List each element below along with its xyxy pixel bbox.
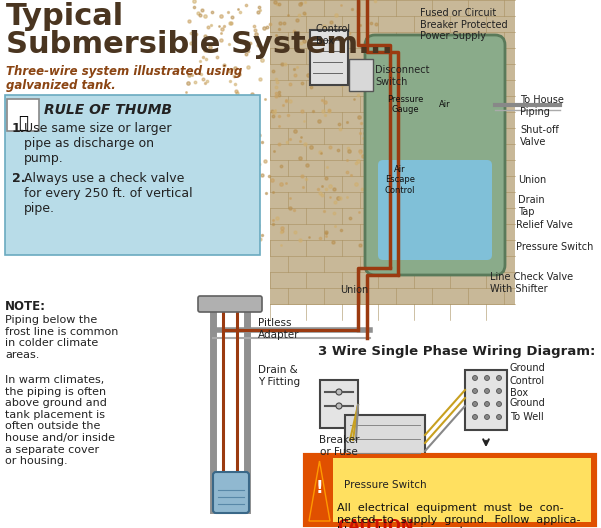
Text: RULE OF THUMB: RULE OF THUMB (44, 103, 172, 117)
Circle shape (496, 375, 501, 381)
Text: Union: Union (518, 175, 546, 185)
FancyBboxPatch shape (333, 458, 591, 522)
Circle shape (484, 375, 489, 381)
FancyBboxPatch shape (378, 160, 492, 260)
Text: All  electrical  equipment  must  be  con-
nected  to  supply  ground.  Follow  : All electrical equipment must be con- ne… (337, 503, 581, 528)
Text: 👍: 👍 (18, 114, 28, 132)
Text: Use same size or larger
pipe as discharge on
pump.: Use same size or larger pipe as discharg… (24, 122, 171, 165)
Text: Pressure Switch: Pressure Switch (516, 242, 593, 252)
Text: Pressure Switch: Pressure Switch (344, 480, 426, 490)
FancyBboxPatch shape (270, 0, 515, 305)
Text: 1.: 1. (12, 122, 25, 135)
Circle shape (336, 403, 342, 409)
Text: Air
Escape
Control: Air Escape Control (385, 165, 415, 195)
Text: Ground: Ground (510, 363, 546, 373)
FancyBboxPatch shape (345, 415, 425, 470)
Text: To House
Piping: To House Piping (520, 95, 564, 117)
Circle shape (496, 414, 501, 420)
Text: Air: Air (439, 100, 451, 109)
FancyBboxPatch shape (365, 35, 505, 275)
Text: Disconnect
Switch: Disconnect Switch (375, 65, 430, 87)
Text: 3 Wire Single Phase Wiring Diagram:: 3 Wire Single Phase Wiring Diagram: (318, 345, 596, 358)
Text: Drain
Tap: Drain Tap (518, 195, 545, 216)
Text: Three-wire system illustrated using: Three-wire system illustrated using (6, 65, 242, 78)
Circle shape (472, 414, 478, 420)
Text: Pitless
Adapter: Pitless Adapter (258, 318, 299, 340)
FancyBboxPatch shape (198, 296, 262, 312)
FancyBboxPatch shape (320, 380, 358, 428)
Text: 2.: 2. (12, 172, 25, 185)
Text: In warm climates,
the piping is often
above ground and
tank placement is
often o: In warm climates, the piping is often ab… (5, 375, 115, 466)
FancyBboxPatch shape (7, 99, 39, 131)
Circle shape (336, 389, 342, 395)
Circle shape (484, 389, 489, 393)
Text: To Well: To Well (510, 412, 544, 422)
Text: Union: Union (340, 285, 368, 295)
Text: Typical: Typical (6, 2, 124, 31)
FancyBboxPatch shape (349, 59, 373, 91)
Text: Control
Box: Control Box (316, 24, 351, 45)
Text: galvanized tank.: galvanized tank. (6, 79, 116, 92)
FancyBboxPatch shape (305, 455, 595, 525)
FancyBboxPatch shape (5, 95, 260, 255)
Circle shape (472, 389, 478, 393)
Circle shape (496, 401, 501, 407)
Text: Piping below the
frost line is common
in colder climate
areas.: Piping below the frost line is common in… (5, 315, 118, 360)
Text: Line Check Valve
With Shifter: Line Check Valve With Shifter (490, 272, 573, 294)
Text: Relief Valve: Relief Valve (516, 220, 573, 230)
Circle shape (496, 389, 501, 393)
Circle shape (484, 414, 489, 420)
Circle shape (484, 401, 489, 407)
Text: Control
Box: Control Box (510, 376, 545, 398)
Text: Pressure
Gauge: Pressure Gauge (387, 95, 423, 115)
Text: CAUTION: CAUTION (337, 519, 413, 528)
Text: !: ! (316, 479, 323, 497)
Text: Breaker
or Fuse: Breaker or Fuse (319, 435, 359, 457)
Text: Submersible System...: Submersible System... (6, 30, 393, 59)
Text: Drain &
Y Fitting: Drain & Y Fitting (258, 365, 300, 386)
Polygon shape (309, 461, 330, 521)
FancyBboxPatch shape (213, 472, 249, 513)
Text: Shut-off
Valve: Shut-off Valve (520, 125, 559, 147)
Text: NOTE:: NOTE: (5, 300, 46, 313)
FancyBboxPatch shape (465, 370, 507, 430)
FancyBboxPatch shape (310, 30, 348, 85)
Text: Ground: Ground (510, 398, 546, 408)
Circle shape (472, 401, 478, 407)
Text: Fused or Circuit
Breaker Protected
Power Supply: Fused or Circuit Breaker Protected Power… (420, 8, 508, 41)
Text: Always use a check valve
for every 250 ft. of vertical
pipe.: Always use a check valve for every 250 f… (24, 172, 193, 215)
Circle shape (472, 375, 478, 381)
